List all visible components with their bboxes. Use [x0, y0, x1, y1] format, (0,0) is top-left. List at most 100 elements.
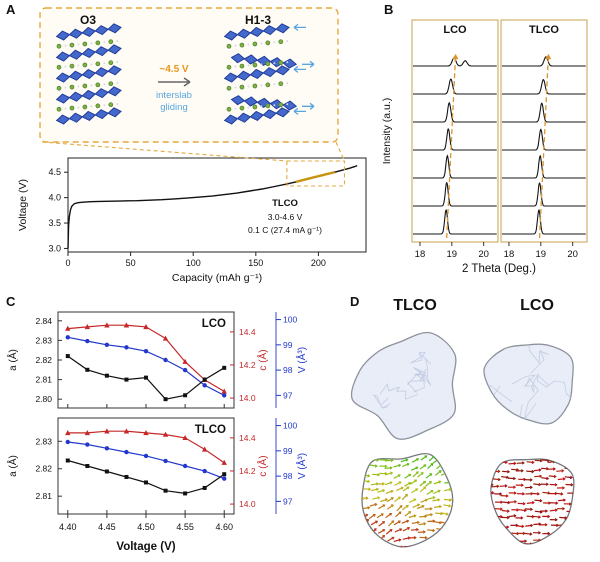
v-lattice-series-marker: [124, 345, 129, 350]
strain-arrow-icon: [378, 521, 385, 527]
strain-arrow-icon: [387, 536, 395, 542]
strain-arrow-icon: [353, 467, 360, 468]
strain-arrowhead-icon: [362, 497, 364, 502]
strain-arrowhead-icon: [382, 521, 386, 524]
strain-arrowhead-icon: [430, 463, 434, 466]
strain-arrow-icon: [370, 448, 377, 450]
strain-arrowhead-icon: [531, 500, 535, 505]
a-lattice-series-marker: [85, 464, 90, 468]
c-axis-label: c (Å): [256, 455, 269, 476]
a-lattice-series-marker: [202, 485, 207, 490]
strain-arrow-icon: [380, 498, 388, 503]
strain-arrow-icon: [564, 476, 573, 479]
strain-arrowhead-icon: [432, 538, 436, 543]
strain-arrowhead-icon: [365, 496, 369, 500]
strain-arrow-icon: [393, 464, 401, 468]
strain-arrowhead-icon: [578, 452, 580, 455]
strain-arrow-icon: [507, 477, 516, 480]
strain-arrow-icon: [400, 459, 408, 463]
voltage-tick-label: 4.40: [59, 522, 77, 532]
strain-arrow-icon: [417, 544, 425, 547]
strain-arrow-icon: [451, 498, 453, 501]
a-lattice-series-marker: [183, 393, 188, 398]
strain-arrowhead-icon: [358, 466, 360, 469]
voltage-tick-label: 3.0: [48, 243, 61, 253]
xrd-panel-frame: [411, 19, 499, 243]
strain-arrow-icon: [526, 515, 534, 518]
xrd-panel-title: TLCO: [529, 24, 559, 36]
crease-line: [528, 344, 549, 374]
strain-arrow-icon: [393, 474, 401, 479]
a-lattice-series-marker: [104, 373, 109, 378]
strain-arrow-icon: [402, 486, 410, 492]
strain-arrowhead-icon: [492, 541, 496, 545]
strain-arrow-icon: [401, 494, 408, 501]
xrd-trace: [413, 101, 497, 123]
strain-arrow-icon: [395, 511, 402, 518]
strain-arrow-icon: [533, 452, 540, 453]
strain-arrowhead-icon: [454, 536, 456, 539]
strain-arrow-icon: [386, 497, 394, 503]
c-lattice-series-marker: [143, 323, 149, 330]
strain-arrowhead-icon: [529, 542, 533, 545]
theta-axis-label: 2 Theta (Deg.): [462, 263, 536, 275]
strain-arrowhead-icon: [446, 450, 448, 452]
vacancy-icon: [116, 103, 119, 106]
strain-arrowhead-icon: [456, 499, 458, 502]
strain-arrowhead-icon: [413, 498, 417, 502]
strain-arrowhead-icon: [455, 530, 457, 533]
li-ion-icon: [265, 82, 271, 88]
strain-arrow-icon: [549, 509, 558, 512]
c-lattice-series-marker: [143, 429, 149, 436]
strain-arrowhead-icon: [390, 458, 394, 463]
a-lattice-series: [67, 459, 225, 495]
strain-arrow-icon: [490, 542, 495, 545]
strain-arrow-icon: [394, 496, 401, 503]
strain-arrowhead-icon: [500, 500, 504, 504]
c-lattice-series-marker: [84, 323, 91, 330]
capacity-tick-label: 100: [186, 258, 201, 268]
strain-arrowhead-icon: [399, 504, 403, 508]
vacancy-icon: [286, 61, 289, 64]
strain-arrowhead-icon: [416, 503, 421, 507]
strain-arrowhead-icon: [454, 522, 456, 525]
voltage-tick-label: 3.5: [48, 218, 61, 228]
strain-arrowhead-icon: [513, 485, 517, 489]
c-lattice-series-marker: [182, 358, 188, 364]
strain-arrow-icon: [411, 488, 418, 494]
strain-arrow-icon: [384, 467, 392, 469]
strain-arrowhead-icon: [376, 538, 380, 542]
strain-arrowhead-icon: [457, 514, 459, 517]
strain-arrow-icon: [372, 473, 380, 476]
strain-arrow-icon: [442, 529, 450, 532]
c-tick-label: 14.0: [239, 499, 256, 509]
strain-arrowhead-icon: [382, 534, 386, 538]
vacancy-icon: [77, 106, 80, 109]
strain-arrowhead-icon: [581, 459, 583, 462]
a-lattice-series-marker: [163, 397, 168, 402]
li-ion-icon: [82, 104, 88, 110]
strain-arrow-icon: [396, 486, 404, 492]
vacancy-icon: [103, 83, 106, 86]
vacancy-icon: [64, 107, 67, 110]
strain-arrowhead-icon: [522, 492, 526, 496]
octahedron-icon: [282, 100, 298, 111]
strain-arrow-icon: [534, 459, 542, 462]
strain-arrowhead-icon: [391, 520, 395, 524]
strain-arrowhead-icon: [520, 516, 524, 520]
c-lattice-series-marker: [162, 431, 169, 437]
strain-arrowhead-icon: [365, 513, 369, 517]
li-ion-icon: [95, 61, 101, 67]
strain-arrowhead-icon: [376, 458, 380, 462]
strain-arrow-icon: [362, 488, 363, 491]
strain-arrowhead-icon: [581, 484, 583, 487]
c-lattice-series-marker: [201, 446, 208, 452]
transition-arrow-icon: [158, 77, 191, 87]
strain-arrowhead-icon: [438, 520, 443, 525]
strain-arrowhead-icon: [359, 530, 361, 532]
strain-arrow-icon: [508, 462, 516, 465]
strain-arrow-icon: [419, 464, 427, 470]
strain-arrowhead-icon: [416, 458, 420, 462]
strain-arrowhead-icon: [490, 518, 492, 522]
strain-arrow-icon: [443, 548, 450, 549]
